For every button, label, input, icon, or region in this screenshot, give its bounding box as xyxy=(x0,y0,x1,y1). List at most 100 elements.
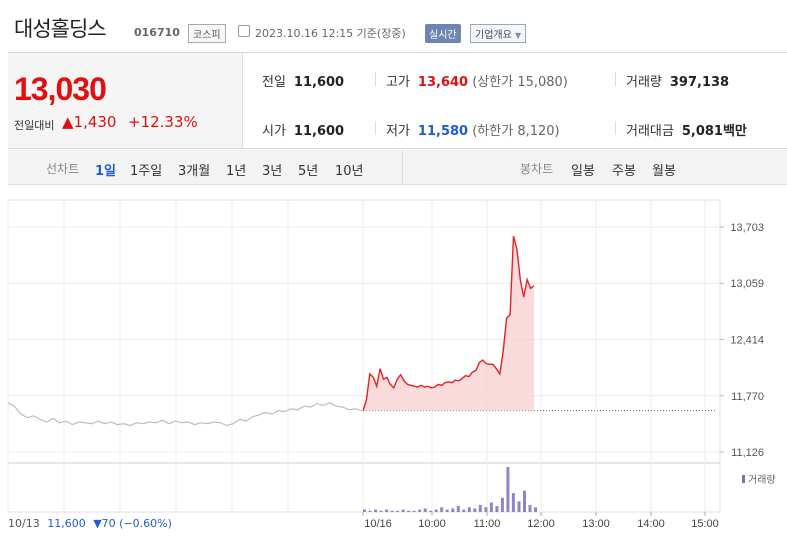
prev-day-close: 11,600 xyxy=(47,517,86,530)
divider xyxy=(615,72,616,86)
x-tick-label: 10/16 xyxy=(364,518,392,530)
low-label: 저가 xyxy=(386,124,410,139)
volume-bar xyxy=(440,507,444,512)
prev-close: 전일 11,600 xyxy=(262,71,344,90)
stock-name: 대성홀딩스 xyxy=(14,17,107,41)
volume-bar xyxy=(495,506,499,512)
volume-legend-label: 거래량 xyxy=(748,475,776,486)
tab-1week[interactable]: 1주일 xyxy=(130,164,163,179)
trade-value-label: 거래대금 xyxy=(626,124,674,139)
y-tick-label: 11,770 xyxy=(731,391,764,403)
volume-legend-swatch xyxy=(742,475,745,483)
volume: 거래량 397,138 xyxy=(626,71,729,90)
tab-3year[interactable]: 3년 xyxy=(262,164,283,179)
volume-bar xyxy=(434,509,438,512)
x-tick-label: 14:00 xyxy=(637,518,665,530)
trade-value: 거래대금 5,081백만 xyxy=(626,120,747,139)
lower-limit: (하한가 8,120) xyxy=(472,124,560,139)
today-line xyxy=(362,235,535,411)
volume-bar xyxy=(429,510,433,512)
overview-label: 기업개요 xyxy=(475,30,512,41)
open-value: 11,600 xyxy=(293,124,345,139)
volume-bar xyxy=(396,510,400,512)
tab-monthly[interactable]: 월봉 xyxy=(652,164,676,179)
open-label: 시가 xyxy=(262,124,286,139)
change-amount: ▲1,430 xyxy=(62,113,117,131)
high-label: 고가 xyxy=(386,75,410,90)
tab-1day[interactable]: 1일 xyxy=(95,164,117,179)
current-price: 13,030 xyxy=(14,71,107,107)
volume-bar xyxy=(385,509,389,512)
prev-day-summary: 10/13 11,600 ▼70 (−0.60%) xyxy=(8,517,172,530)
line-chart-label: 선차트 xyxy=(46,162,80,176)
upper-limit: (상한가 15,080) xyxy=(472,75,568,90)
volume-bar xyxy=(534,507,537,512)
volume-bar xyxy=(523,490,526,512)
tab-1year[interactable]: 1년 xyxy=(226,164,247,179)
volume-value: 397,138 xyxy=(669,75,730,90)
stock-code: 016710 xyxy=(134,26,180,39)
x-tick-label: 11:00 xyxy=(474,518,501,530)
volume-bar xyxy=(368,510,372,512)
volume-bar xyxy=(467,507,471,512)
volume-bar xyxy=(489,502,493,512)
trade-value-amount: 5,081 xyxy=(681,124,723,139)
high-price: 고가 13,640 (상한가 15,080) xyxy=(386,71,568,90)
volume-bar xyxy=(390,510,394,512)
divider xyxy=(402,150,403,185)
volume-bar xyxy=(401,509,405,512)
volume-bar xyxy=(363,509,366,512)
candle-chart-label: 봉차트 xyxy=(520,162,554,176)
volume-bar xyxy=(418,509,422,512)
volume-bar xyxy=(456,506,460,512)
volume-bar xyxy=(500,497,504,512)
tab-10year[interactable]: 10년 xyxy=(335,164,364,179)
company-overview-dropdown[interactable]: 기업개요 ▼ xyxy=(470,24,527,43)
timestamp: 2023.10.16 12:15 기준(장중) xyxy=(255,27,406,40)
volume-bar xyxy=(445,509,449,512)
plot-frame xyxy=(7,199,721,513)
price-box: 13,030 전일대비 ▲1,430 +12.33% xyxy=(8,53,243,148)
calendar-icon xyxy=(238,25,250,37)
market-badge: 코스피 xyxy=(188,24,226,43)
volume-bar xyxy=(484,507,488,512)
x-tick-label: 12:00 xyxy=(527,518,555,530)
prev-day-change: ▼70 (−0.60%) xyxy=(93,517,172,530)
realtime-button[interactable]: 실시간 xyxy=(425,24,461,43)
y-tick-label: 12,414 xyxy=(730,335,764,347)
y-tick-label: 13,059 xyxy=(730,278,764,290)
chart-tabs: 선차트 1일 1주일 3개월 1년 3년 5년 10년 봉차트 일봉 주봉 월봉 xyxy=(8,150,787,185)
stock-header: 대성홀딩스 016710 코스피 2023.10.16 12:15 기준(장중)… xyxy=(0,0,787,52)
x-tick-label: 13:00 xyxy=(582,518,610,530)
prev-close-label: 전일 xyxy=(262,75,286,90)
volume-bar xyxy=(423,508,427,512)
volume-bar xyxy=(462,509,466,512)
change-percent: +12.33% xyxy=(128,113,198,131)
y-tick-label: 11,126 xyxy=(731,447,764,459)
tab-weekly[interactable]: 주봉 xyxy=(612,164,636,179)
change-label: 전일대비 xyxy=(14,119,55,132)
divider xyxy=(375,72,376,86)
x-tick-label: 10:00 xyxy=(418,518,446,530)
volume-bar xyxy=(506,467,510,512)
trade-value-unit: 백만 xyxy=(722,124,747,139)
quote-panel: 13,030 전일대비 ▲1,430 +12.33% 전일 11,600 시가 11… xyxy=(8,52,787,149)
prev-day-line xyxy=(7,402,363,427)
volume-bar xyxy=(379,510,383,512)
volume-bar xyxy=(517,501,521,512)
divider xyxy=(375,121,376,135)
open-price: 시가 11,600 xyxy=(262,120,344,139)
volume-label: 거래량 xyxy=(626,75,662,90)
tab-3month[interactable]: 3개월 xyxy=(178,164,211,179)
price-chart[interactable]: 13,703 13,059 12,414 11,770 11,126 10/16 10:00… xyxy=(0,190,787,540)
volume-legend: 거래량 xyxy=(742,471,776,486)
high-value: 13,640 xyxy=(417,75,469,90)
tab-daily[interactable]: 일봉 xyxy=(571,164,595,179)
chart-canvas: 13,703 13,059 12,414 11,770 11,126 10/16 10:00… xyxy=(7,199,764,530)
tab-5year[interactable]: 5년 xyxy=(298,164,319,179)
volume-bar xyxy=(412,510,416,512)
y-tick-label: 13,703 xyxy=(730,222,764,234)
volume-bar xyxy=(374,509,377,512)
prev-day-date: 10/13 xyxy=(8,517,40,530)
today-area xyxy=(363,236,534,411)
